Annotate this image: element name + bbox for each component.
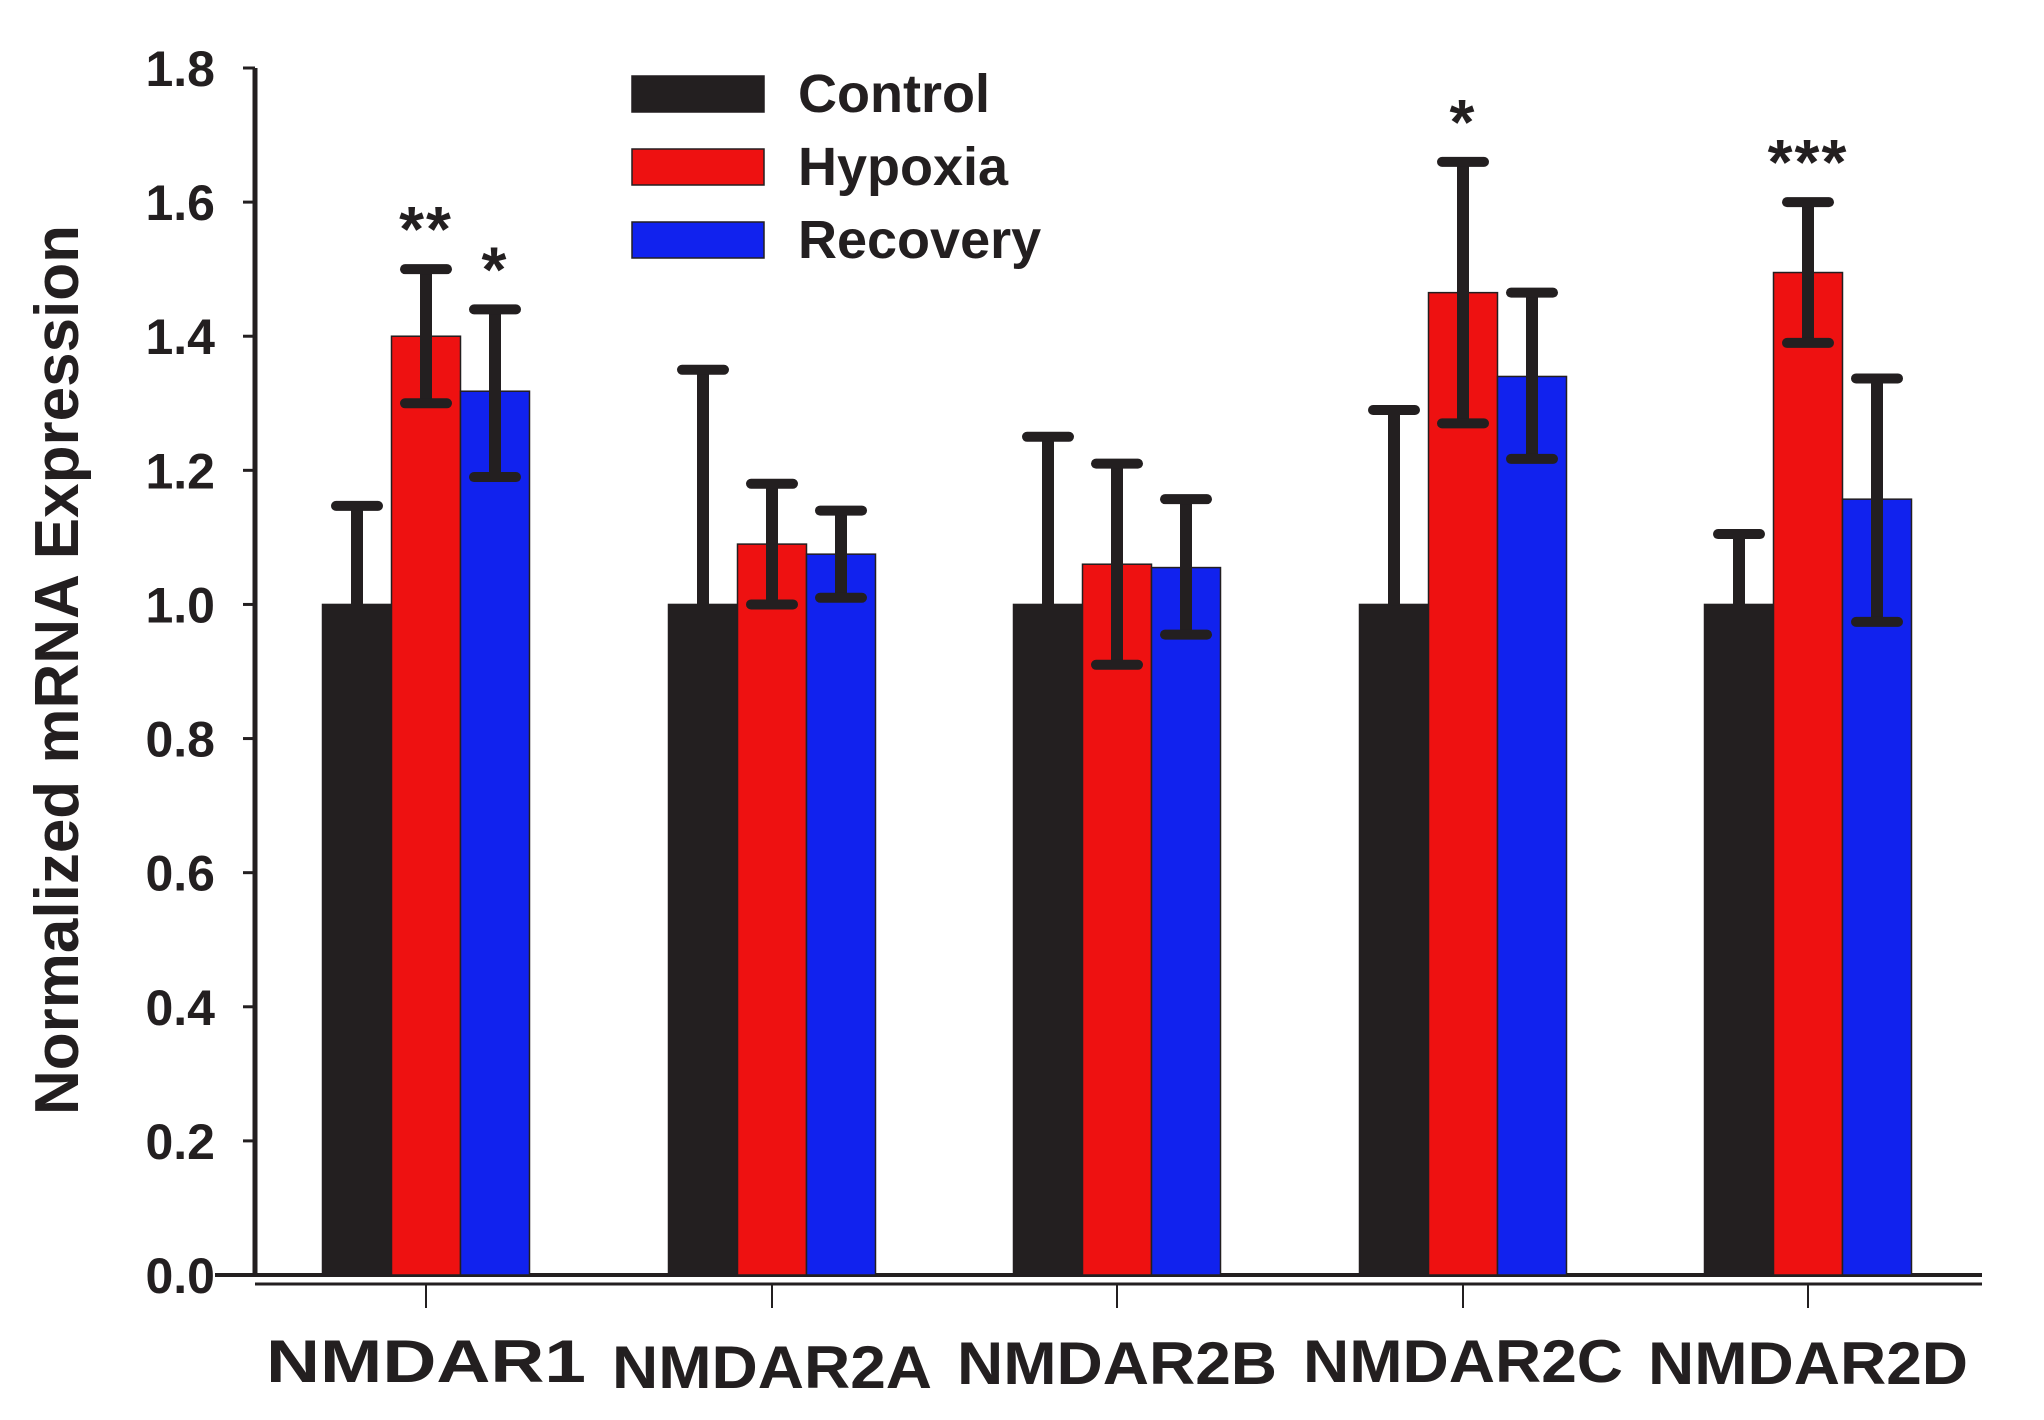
y-tick-label: 0.6 bbox=[145, 846, 215, 902]
y-tick-label: 1.8 bbox=[145, 41, 215, 97]
legend: Control Hypoxia Recovery bbox=[631, 64, 1041, 270]
legend-swatch bbox=[631, 148, 765, 186]
x-tick-label: NMDAR2C bbox=[1303, 1328, 1623, 1395]
x-tick-label: NMDAR2D bbox=[1648, 1330, 1968, 1397]
x-tick-label: NMDAR2A bbox=[612, 1334, 932, 1401]
bar-hypoxia bbox=[736, 543, 808, 1276]
x-tick-label: NMDAR2B bbox=[957, 1330, 1277, 1397]
y-tick-label: 0.0 bbox=[145, 1248, 215, 1304]
bar-recovery bbox=[805, 553, 877, 1276]
legend-label: Recovery bbox=[798, 210, 1041, 270]
bar-recovery bbox=[1496, 375, 1568, 1276]
legend-swatch bbox=[631, 221, 765, 259]
y-tick-label: 1.6 bbox=[145, 175, 215, 231]
y-tick-label: 1.2 bbox=[145, 443, 215, 499]
legend-item-control: Control bbox=[631, 64, 990, 124]
legend-item-hypoxia: Hypoxia bbox=[631, 137, 1009, 197]
bar-control bbox=[1012, 603, 1084, 1276]
y-tick-label: 1.0 bbox=[145, 577, 215, 633]
x-axis: NMDAR1 NMDAR2A NMDAR2B NMDAR2C NMDAR2D bbox=[215, 1273, 1982, 1401]
significance-marker: *** bbox=[1768, 126, 1849, 198]
legend-label: Hypoxia bbox=[798, 137, 1009, 197]
y-tick-label: 0.8 bbox=[145, 712, 215, 768]
y-axis: 0.0 0.2 0.4 0.6 0.8 1.0 1.2 1.4 1.6 1.8 bbox=[145, 41, 258, 1304]
bar-hypoxia bbox=[1081, 563, 1153, 1276]
legend-item-recovery: Recovery bbox=[631, 210, 1041, 270]
bar-hypoxia bbox=[390, 335, 462, 1276]
significance-marker: ** bbox=[399, 193, 453, 265]
significance-marker: * bbox=[1450, 86, 1477, 158]
y-axis-label: Normalized mRNA Expression bbox=[23, 225, 92, 1115]
x-tick-label: NMDAR1 bbox=[266, 1328, 586, 1395]
error-bars bbox=[331, 156, 1903, 670]
legend-label: Control bbox=[798, 64, 990, 124]
bar-control bbox=[667, 603, 739, 1276]
significance-annotations: ******* bbox=[399, 86, 1849, 306]
y-tick-label: 1.4 bbox=[145, 309, 215, 365]
significance-marker: * bbox=[482, 233, 509, 305]
bar-control bbox=[1358, 603, 1430, 1276]
bar-hypoxia bbox=[1427, 291, 1499, 1276]
bar-control bbox=[321, 603, 393, 1276]
y-tick-label: 0.4 bbox=[145, 980, 215, 1036]
bar-recovery bbox=[1150, 566, 1222, 1276]
bar-hypoxia bbox=[1772, 271, 1844, 1276]
y-tick-label: 0.2 bbox=[145, 1114, 215, 1170]
bar-control bbox=[1703, 603, 1775, 1276]
legend-swatch bbox=[631, 75, 765, 113]
bars bbox=[321, 271, 1913, 1276]
bar-recovery bbox=[459, 390, 531, 1276]
